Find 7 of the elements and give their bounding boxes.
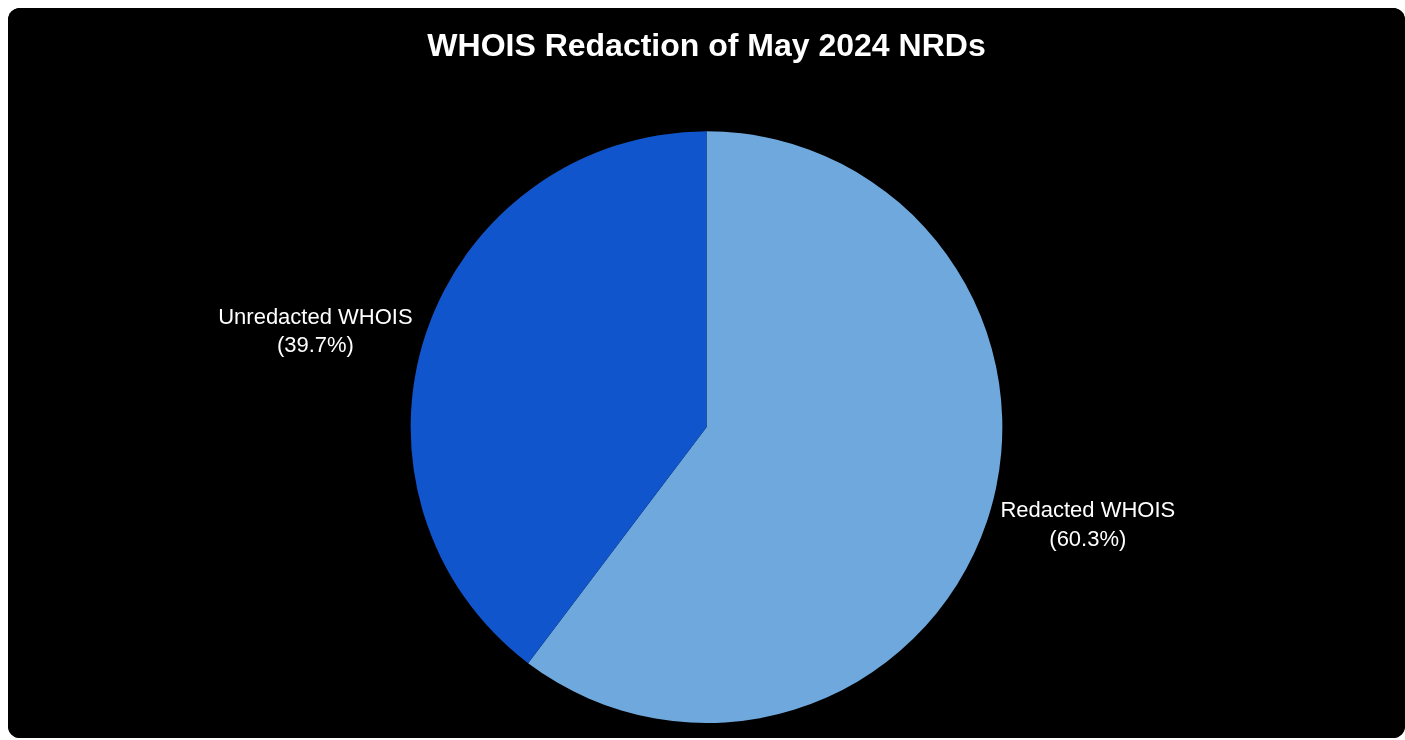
data-label: (60.3%) (1049, 525, 1127, 551)
slice-label: Unredacted WHOIS (218, 303, 413, 329)
pie-slice (411, 131, 707, 664)
chart-title: WHOIS Redaction of May 2024 NRDs (427, 26, 986, 63)
pie-slice (528, 131, 1002, 723)
data-label: (39.7%) (276, 332, 354, 358)
slice-label: Redacted WHOIS (1000, 497, 1176, 523)
